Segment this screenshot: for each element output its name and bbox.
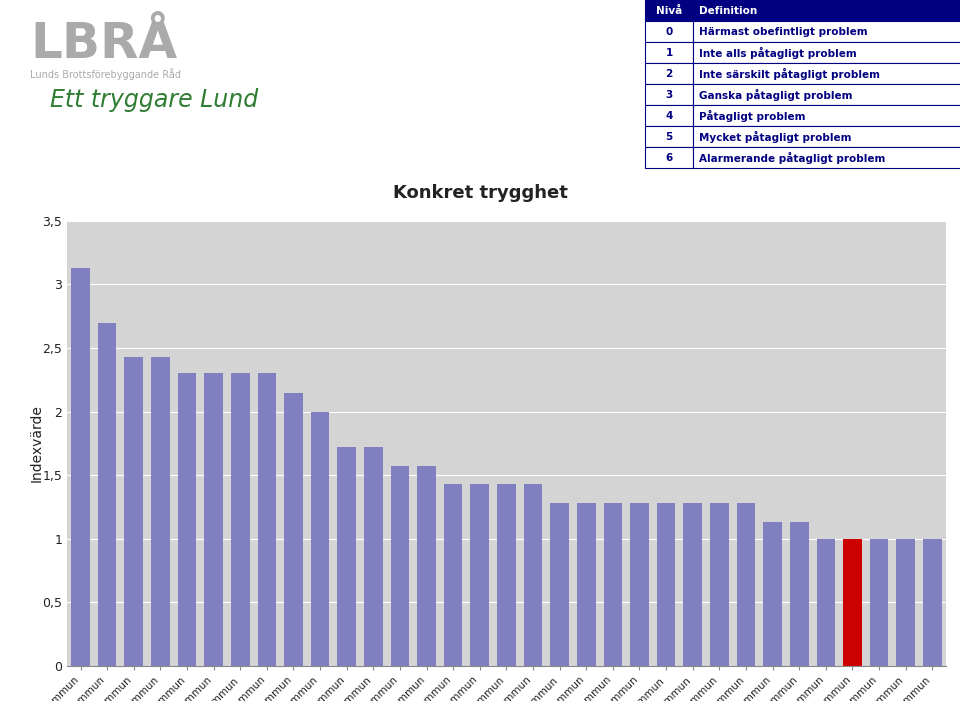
Bar — [693, 0, 960, 21]
Bar — [550, 503, 569, 666]
Text: 0: 0 — [665, 27, 673, 36]
Bar — [693, 42, 960, 63]
Bar — [151, 357, 170, 666]
Bar — [693, 147, 960, 168]
Text: Härmast obefintligt problem: Härmast obefintligt problem — [699, 27, 868, 36]
Bar — [577, 503, 595, 666]
Bar — [693, 21, 960, 42]
Bar — [391, 466, 409, 666]
Text: Konkret trygghet: Konkret trygghet — [393, 184, 567, 202]
Bar — [843, 539, 862, 666]
Bar — [645, 84, 693, 105]
Bar — [231, 374, 250, 666]
Text: Inte alls påtagligt problem: Inte alls påtagligt problem — [699, 46, 856, 59]
Bar — [524, 484, 542, 666]
Bar — [71, 268, 90, 666]
Bar — [337, 447, 356, 666]
Bar — [497, 484, 516, 666]
Bar — [645, 126, 693, 147]
Bar — [125, 357, 143, 666]
Bar — [604, 503, 622, 666]
Bar — [710, 503, 729, 666]
Bar — [645, 147, 693, 168]
Bar — [693, 105, 960, 126]
Bar — [257, 374, 276, 666]
Bar — [178, 374, 196, 666]
Bar — [790, 522, 808, 666]
Bar — [817, 539, 835, 666]
Text: Alarmerande påtagligt problem: Alarmerande påtagligt problem — [699, 151, 885, 164]
Bar — [444, 484, 463, 666]
Bar — [98, 322, 116, 666]
Text: Lunds Brottsförebyggande Råd: Lunds Brottsförebyggande Råd — [30, 68, 181, 80]
Bar — [693, 84, 960, 105]
Bar — [284, 393, 302, 666]
Bar — [630, 503, 649, 666]
Text: 4: 4 — [665, 111, 673, 121]
Bar — [684, 503, 702, 666]
Text: Påtagligt problem: Påtagligt problem — [699, 109, 805, 122]
Bar — [645, 42, 693, 63]
Bar — [418, 466, 436, 666]
Bar — [204, 374, 223, 666]
Bar — [736, 503, 756, 666]
Bar — [645, 63, 693, 84]
Bar — [870, 539, 888, 666]
Text: Nivå: Nivå — [656, 6, 683, 15]
Text: Inte särskilt påtagligt problem: Inte särskilt påtagligt problem — [699, 67, 880, 80]
Y-axis label: Indexvärde: Indexvärde — [30, 404, 44, 482]
Text: Ett tryggare Lund: Ett tryggare Lund — [50, 88, 258, 112]
Text: 5: 5 — [665, 132, 673, 142]
Text: Definition: Definition — [699, 6, 757, 15]
Text: 3: 3 — [665, 90, 673, 100]
Bar — [645, 0, 693, 21]
Bar — [311, 411, 329, 666]
Bar — [645, 105, 693, 126]
Bar — [470, 484, 489, 666]
Text: Mycket påtagligt problem: Mycket påtagligt problem — [699, 130, 852, 143]
Text: Ganska påtagligt problem: Ganska påtagligt problem — [699, 88, 852, 101]
Text: 1: 1 — [665, 48, 673, 57]
Bar — [693, 126, 960, 147]
Bar — [763, 522, 781, 666]
Text: 2: 2 — [665, 69, 673, 79]
Bar — [364, 447, 383, 666]
Bar — [923, 539, 942, 666]
Text: 6: 6 — [665, 153, 673, 163]
Text: LBRÅ: LBRÅ — [30, 20, 178, 68]
Bar — [657, 503, 676, 666]
Bar — [693, 63, 960, 84]
Bar — [645, 21, 693, 42]
Bar — [897, 539, 915, 666]
